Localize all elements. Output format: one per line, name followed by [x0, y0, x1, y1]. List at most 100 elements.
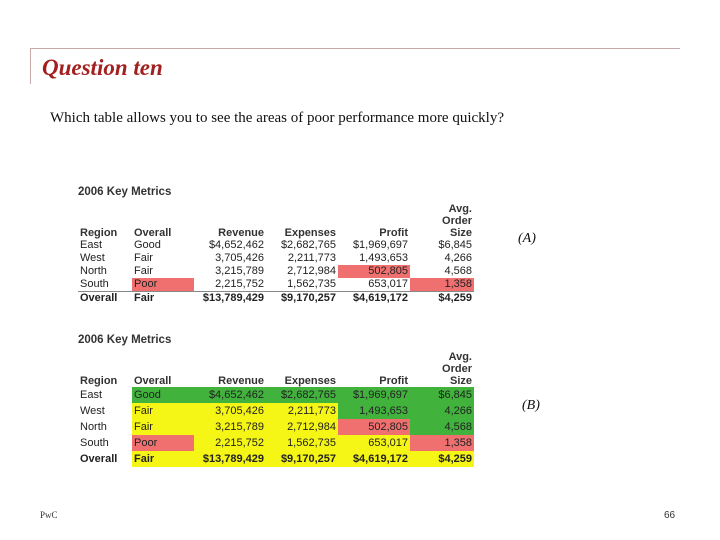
cell-overall: Fair	[132, 291, 194, 305]
cell-avg: 4,266	[444, 252, 472, 264]
cell-region: East	[80, 239, 103, 251]
table-row: West Fair 3,705,426 2,211,773 1,493,653 …	[78, 252, 474, 265]
table-a: 2006 Key Metrics Region Overall Revenue …	[78, 186, 474, 305]
cell-revenue: $4,652,462	[208, 239, 264, 251]
header-avg-line3: Size	[449, 375, 472, 387]
cell-avg: $6,845	[438, 239, 472, 251]
cell-avg: $6,845	[410, 387, 474, 403]
cell-expenses: 1,562,735	[266, 435, 338, 451]
cell-expenses: 2,211,773	[287, 252, 336, 264]
cell-expenses: $9,170,257	[266, 451, 338, 467]
cell-avg: $4,259	[410, 451, 474, 467]
header-revenue: Revenue	[218, 227, 264, 239]
header-avg-line1: Avg.	[448, 351, 472, 363]
cell-avg-highlight: 1,358	[410, 278, 474, 292]
header-overall: Overall	[134, 375, 172, 387]
cell-revenue: $13,789,429	[194, 291, 266, 305]
cell-profit: 653,017	[338, 435, 410, 451]
cell-revenue: 2,215,752	[215, 278, 264, 290]
cell-expenses: $9,170,257	[266, 291, 338, 305]
cell-region: West	[80, 252, 105, 264]
header-avg-order-size: Avg. Order Size	[410, 351, 474, 387]
header-expenses: Expenses	[284, 227, 336, 239]
header-avg-line2: Order	[442, 363, 472, 375]
cell-profit: 1,493,653	[338, 403, 410, 419]
table-row: East Good $4,652,462 $2,682,765 $1,969,6…	[78, 239, 474, 252]
cell-expenses: $2,682,765	[266, 387, 338, 403]
header-overall: Overall	[134, 227, 172, 239]
table-b-header-row: Region Overall Revenue Expenses Profit A…	[78, 351, 474, 387]
brand-text: PwC	[40, 510, 58, 520]
cell-profit: $4,619,172	[338, 451, 410, 467]
slide-title: Question ten	[42, 55, 163, 80]
cell-revenue: 3,705,426	[194, 403, 266, 419]
table-b-grid: Region Overall Revenue Expenses Profit A…	[78, 351, 474, 467]
table-total-row: Overall Fair $13,789,429 $9,170,257 $4,6…	[78, 291, 474, 305]
table-b-caption: 2006 Key Metrics	[78, 334, 172, 346]
cell-region: East	[80, 389, 103, 401]
cell-region: Overall	[78, 291, 132, 305]
header-rule-left	[30, 48, 31, 84]
cell-region: South	[80, 278, 109, 290]
cell-overall: Poor	[132, 435, 194, 451]
table-a-grid: Region Overall Revenue Expenses Profit A…	[78, 203, 474, 305]
cell-region: North	[80, 265, 107, 277]
table-row: South Poor 2,215,752 1,562,735 653,017 1…	[78, 278, 474, 292]
table-row: North Fair 3,215,789 2,712,984 502,805 4…	[78, 265, 474, 278]
cell-expenses: 2,712,984	[287, 265, 336, 277]
header-avg-line3: Size	[449, 227, 472, 239]
table-row: East Good $4,652,462 $2,682,765 $1,969,6…	[78, 387, 474, 403]
cell-overall: Fair	[132, 451, 194, 467]
table-a-label: (A)	[518, 231, 536, 246]
header-profit: Profit	[379, 227, 408, 239]
cell-revenue: $13,789,429	[194, 451, 266, 467]
header-region: Region	[80, 375, 118, 387]
table-row: North Fair 3,215,789 2,712,984 502,805 4…	[78, 419, 474, 435]
table-a-header-row: Region Overall Revenue Expenses Profit A…	[78, 203, 474, 239]
cell-avg: 4,568	[410, 419, 474, 435]
table-a-caption: 2006 Key Metrics	[78, 186, 172, 198]
cell-region: North	[80, 421, 107, 433]
table-b: 2006 Key Metrics Region Overall Revenue …	[78, 334, 474, 467]
cell-avg: $4,259	[410, 291, 474, 305]
cell-revenue: $4,652,462	[194, 387, 266, 403]
table-b-label: (B)	[522, 398, 540, 413]
header-avg-order-size: Avg. Order Size	[410, 203, 474, 239]
cell-profit: 502,805	[338, 419, 410, 435]
cell-expenses: $2,682,765	[280, 239, 336, 251]
cell-profit: $1,969,697	[352, 239, 408, 251]
table-total-row: Overall Fair $13,789,429 $9,170,257 $4,6…	[78, 451, 474, 467]
table-row: West Fair 3,705,426 2,211,773 1,493,653 …	[78, 403, 474, 419]
cell-overall: Fair	[132, 419, 194, 435]
header-profit: Profit	[379, 375, 408, 387]
cell-region: South	[80, 437, 109, 449]
cell-profit: 653,017	[368, 278, 408, 290]
cell-avg: 4,266	[410, 403, 474, 419]
page-number: 66	[664, 510, 676, 521]
cell-overall-highlight: Poor	[132, 278, 194, 292]
cell-expenses: 2,211,773	[266, 403, 338, 419]
cell-region: Overall	[80, 453, 118, 465]
question-text: Which table allows you to see the areas …	[50, 110, 504, 126]
cell-expenses: 2,712,984	[266, 419, 338, 435]
header-rule	[30, 48, 680, 49]
table-row: South Poor 2,215,752 1,562,735 653,017 1…	[78, 435, 474, 451]
header-revenue: Revenue	[218, 375, 264, 387]
cell-avg: 4,568	[444, 265, 472, 277]
header-avg-line1: Avg.	[448, 203, 472, 215]
cell-overall: Fair	[134, 265, 153, 277]
cell-profit: 1,493,653	[359, 252, 408, 264]
cell-region: West	[80, 405, 105, 417]
header-region: Region	[80, 227, 118, 239]
cell-profit-highlight: 502,805	[338, 265, 410, 278]
cell-revenue: 3,215,789	[215, 265, 264, 277]
cell-revenue: 2,215,752	[194, 435, 266, 451]
cell-overall: Fair	[134, 252, 153, 264]
cell-revenue: 3,705,426	[215, 252, 264, 264]
cell-profit: $1,969,697	[338, 387, 410, 403]
cell-overall: Good	[132, 387, 194, 403]
cell-revenue: 3,215,789	[194, 419, 266, 435]
header-avg-line2: Order	[442, 215, 472, 227]
cell-avg: 1,358	[410, 435, 474, 451]
cell-expenses: 1,562,735	[287, 278, 336, 290]
